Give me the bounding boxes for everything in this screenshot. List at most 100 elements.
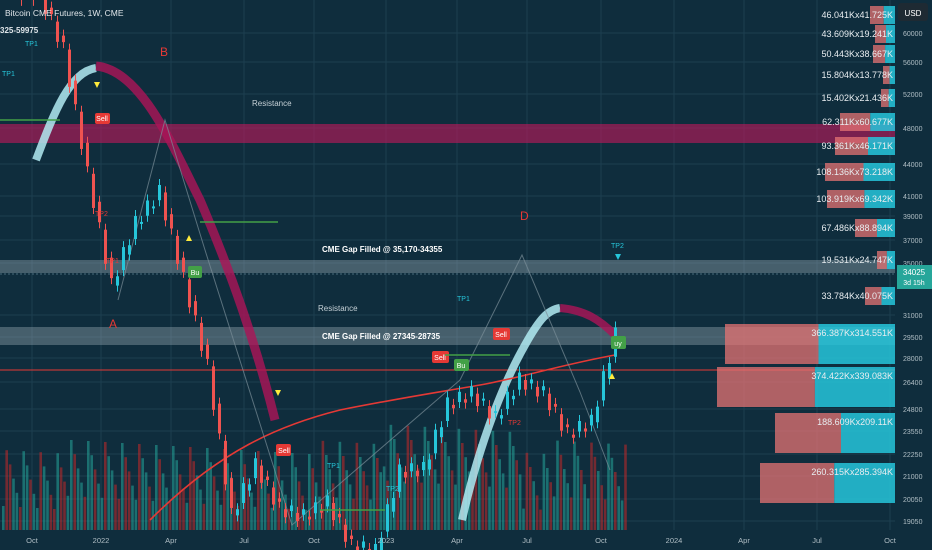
volume-bar xyxy=(53,509,56,530)
time-tick-label: Jul xyxy=(239,536,249,545)
volume-profile-row: 67.486Kx88.894K xyxy=(821,219,895,237)
candle-body xyxy=(290,505,293,512)
volume-profile-row: 93.361Kx46.171K xyxy=(821,137,895,155)
volume-bar xyxy=(233,491,236,530)
volume-bar xyxy=(484,472,488,530)
candle-body xyxy=(92,173,95,208)
volume-bar xyxy=(199,489,202,530)
volume-bar xyxy=(22,451,25,530)
time-tick-label: Oct xyxy=(884,536,897,545)
candle-body xyxy=(602,371,605,401)
candle-body xyxy=(512,395,515,400)
volume-bar xyxy=(56,453,59,530)
volume-bar xyxy=(148,486,151,530)
volume-bar xyxy=(121,443,124,530)
volume-bar xyxy=(178,474,182,530)
candle-body xyxy=(422,461,425,471)
volume-profile-row: 15.804Kx13.778K xyxy=(821,66,895,84)
volume-bar xyxy=(478,444,481,530)
volume-bar xyxy=(100,497,104,530)
candle-body xyxy=(176,235,179,264)
volume-bar xyxy=(2,506,5,530)
volume-bar xyxy=(97,483,100,530)
ribbon-up-2 xyxy=(458,304,561,521)
volume-profile-row: 260.315Kx285.394K xyxy=(760,463,895,503)
volume-profile-label: 46.041Kx41.725K xyxy=(821,10,893,20)
tp-label: TP1 xyxy=(457,296,470,303)
volume-bar xyxy=(382,466,386,530)
candle-body xyxy=(110,257,113,279)
ribbon-down-1 xyxy=(95,61,280,422)
volume-bar xyxy=(399,467,403,530)
candle-body xyxy=(326,495,329,507)
signal-buy-3: uy xyxy=(611,336,626,349)
volume-bar xyxy=(372,443,376,530)
price-tick-label: 41000 xyxy=(903,194,923,201)
candle-body xyxy=(500,415,503,419)
volume-bar xyxy=(8,464,12,530)
volume-bar xyxy=(25,465,29,530)
volume-bar xyxy=(406,425,410,530)
candle-body xyxy=(116,276,119,286)
countdown-text: 3d 15h xyxy=(903,280,925,287)
candle-body xyxy=(272,487,275,505)
volume-bar xyxy=(294,467,297,530)
volume-bar xyxy=(104,442,107,530)
candle-body xyxy=(596,406,599,423)
triangle-marker-up xyxy=(609,373,615,379)
volume-profile-label: 260.315Kx285.394K xyxy=(811,467,893,477)
currency-button[interactable]: USD xyxy=(898,3,928,21)
volume-bar xyxy=(352,498,355,530)
volume-bar xyxy=(430,455,433,530)
candle-body xyxy=(62,35,65,43)
volume-profile-row: 108.136Kx73.218K xyxy=(816,163,895,181)
volume-bar xyxy=(461,443,464,530)
candle-body xyxy=(218,403,221,434)
candle-body xyxy=(74,80,77,105)
volume-bar xyxy=(437,483,440,530)
volume-bar xyxy=(444,442,447,530)
volume-profile-label: 67.486Kx88.894K xyxy=(821,223,893,233)
volume-bar xyxy=(223,449,226,530)
time-tick-label: Apr xyxy=(738,536,750,545)
volume-bar xyxy=(420,482,423,530)
volume-bar xyxy=(260,465,263,530)
candle-body xyxy=(260,465,263,483)
volume-bar xyxy=(532,481,535,530)
volume-bar xyxy=(185,502,189,530)
price-tick-label: 22250 xyxy=(903,452,923,459)
volume-bar xyxy=(114,484,117,530)
resistance-zone-upper xyxy=(0,124,895,143)
price-tick-label: 44000 xyxy=(903,162,923,169)
volume-bar xyxy=(240,450,243,530)
candle-body xyxy=(242,483,245,503)
candle-body xyxy=(98,201,101,223)
volume-bar xyxy=(396,453,399,530)
tp-label: TP2 xyxy=(95,211,108,218)
signal-sell-1: Sell xyxy=(95,113,110,124)
candle-body xyxy=(182,257,185,272)
volume-bar xyxy=(450,470,454,530)
volume-bar xyxy=(287,508,291,530)
volume-bar xyxy=(250,492,253,530)
candle-body xyxy=(584,428,587,432)
candle-body xyxy=(476,393,479,407)
volume-bar xyxy=(393,439,396,530)
tp-label: TP1 xyxy=(2,71,15,78)
volume-bar xyxy=(189,447,192,530)
candle-body xyxy=(104,229,107,264)
volume-bar xyxy=(39,452,42,530)
volume-bar xyxy=(563,469,566,530)
tp-label: TP1 xyxy=(106,258,119,265)
volume-bar xyxy=(5,450,8,530)
volume-bar xyxy=(270,507,274,530)
time-tick-label: Apr xyxy=(451,536,463,545)
triangle-marker-down xyxy=(615,254,621,260)
candle-body xyxy=(338,513,341,518)
volume-bar xyxy=(379,472,382,530)
volume-bar xyxy=(308,454,311,530)
tp-label: TP2 xyxy=(386,486,399,493)
volume-bar xyxy=(539,509,542,530)
volume-bar xyxy=(508,431,512,530)
